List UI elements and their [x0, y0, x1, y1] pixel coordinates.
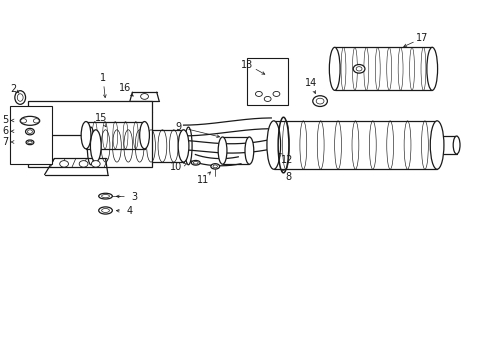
Ellipse shape — [26, 140, 34, 145]
Ellipse shape — [102, 194, 109, 198]
Text: 16: 16 — [119, 83, 131, 93]
Ellipse shape — [90, 130, 101, 162]
Text: 5: 5 — [2, 116, 9, 126]
Circle shape — [27, 130, 32, 134]
Ellipse shape — [329, 47, 339, 90]
Text: 15: 15 — [94, 113, 106, 123]
Ellipse shape — [426, 47, 437, 90]
Text: 13: 13 — [241, 59, 253, 69]
Bar — [27, 101, 152, 167]
Ellipse shape — [316, 98, 324, 104]
Ellipse shape — [429, 121, 443, 169]
Circle shape — [91, 161, 100, 167]
Text: 12: 12 — [281, 155, 293, 165]
Text: 7: 7 — [2, 137, 9, 147]
Text: 8: 8 — [285, 172, 291, 182]
Text: 10: 10 — [170, 162, 182, 172]
Text: 14: 14 — [305, 78, 317, 88]
Text: 17: 17 — [415, 33, 428, 43]
Ellipse shape — [191, 161, 200, 165]
Ellipse shape — [452, 136, 459, 154]
Ellipse shape — [102, 208, 109, 212]
Circle shape — [79, 161, 88, 167]
Text: 2: 2 — [10, 84, 17, 94]
Text: 9: 9 — [175, 122, 182, 132]
Bar — [246, 58, 288, 105]
Circle shape — [352, 64, 364, 73]
Text: 1: 1 — [100, 73, 106, 83]
Ellipse shape — [312, 96, 327, 107]
Circle shape — [20, 119, 26, 123]
Ellipse shape — [81, 122, 91, 149]
Text: 6: 6 — [2, 126, 9, 136]
Ellipse shape — [193, 162, 198, 164]
Circle shape — [141, 94, 148, 99]
Ellipse shape — [99, 207, 112, 214]
Circle shape — [264, 96, 270, 102]
Text: 3: 3 — [131, 192, 138, 202]
Text: 11: 11 — [197, 175, 209, 185]
Ellipse shape — [99, 193, 112, 199]
Circle shape — [60, 161, 68, 167]
Circle shape — [25, 129, 34, 135]
Ellipse shape — [210, 164, 219, 169]
Ellipse shape — [178, 130, 188, 162]
Ellipse shape — [244, 137, 253, 164]
Ellipse shape — [213, 165, 217, 168]
Ellipse shape — [140, 122, 149, 149]
Ellipse shape — [218, 137, 226, 164]
Ellipse shape — [15, 91, 25, 104]
Ellipse shape — [266, 121, 280, 169]
Circle shape — [255, 91, 262, 96]
Ellipse shape — [28, 141, 32, 144]
Ellipse shape — [20, 116, 40, 125]
Text: 4: 4 — [126, 206, 133, 216]
Circle shape — [33, 119, 39, 123]
Ellipse shape — [17, 94, 23, 101]
Circle shape — [272, 91, 279, 96]
Bar — [10, 107, 52, 164]
Circle shape — [355, 67, 361, 71]
